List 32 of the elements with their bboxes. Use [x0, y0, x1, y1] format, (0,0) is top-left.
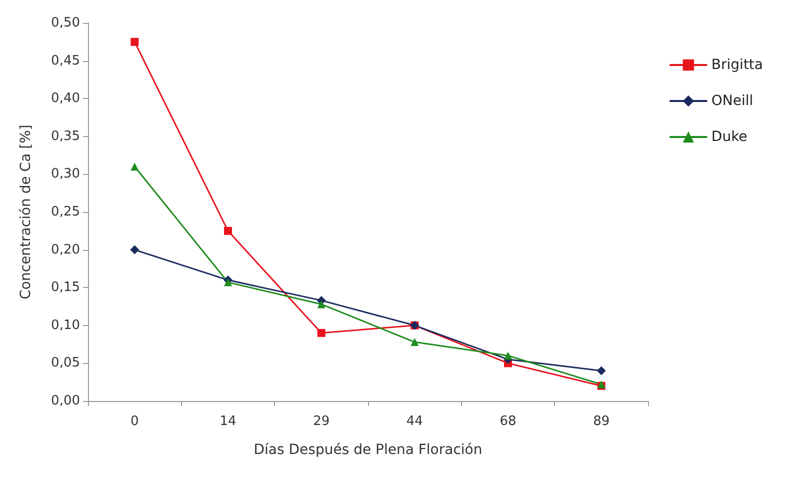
legend-label: Duke — [711, 129, 748, 145]
y-tick-label: 0,40 — [51, 91, 80, 106]
x-tick-label: 44 — [406, 414, 423, 429]
x-tick-label: 0 — [130, 414, 139, 429]
point — [317, 328, 326, 337]
point — [317, 300, 326, 308]
y-tick-label: 0,15 — [51, 280, 80, 296]
point — [130, 162, 139, 171]
point — [410, 338, 419, 346]
point — [224, 226, 232, 235]
y-tick-label: 0,05 — [51, 356, 80, 371]
y-tick-label: 0,35 — [51, 128, 80, 144]
y-tick-label: 0,00 — [51, 394, 80, 408]
x-tick-label: 68 — [500, 414, 516, 429]
x-tick-label: 29 — [313, 414, 330, 429]
y-tick-label: 0,20 — [51, 242, 80, 258]
y-tick-label: 0,25 — [51, 204, 80, 220]
x-tick-label: 89 — [593, 414, 610, 429]
x-tick-label: 14 — [220, 414, 236, 429]
x-axis-title: Días Después de Plena Floración — [254, 442, 482, 458]
legend-label: ONeill — [711, 93, 754, 109]
y-axis-title: Concentración de Ca [%] — [18, 124, 34, 300]
y-tick-label: 0,50 — [51, 16, 80, 30]
point — [130, 245, 140, 254]
point — [596, 366, 606, 376]
y-tick-label: 0,30 — [51, 166, 80, 182]
y-tick-label: 0,45 — [51, 53, 80, 68]
y-tick-label: 0,10 — [51, 318, 80, 333]
legend-label: Brigitta — [711, 57, 764, 73]
point — [224, 278, 232, 286]
point — [130, 38, 139, 46]
point — [504, 352, 512, 360]
